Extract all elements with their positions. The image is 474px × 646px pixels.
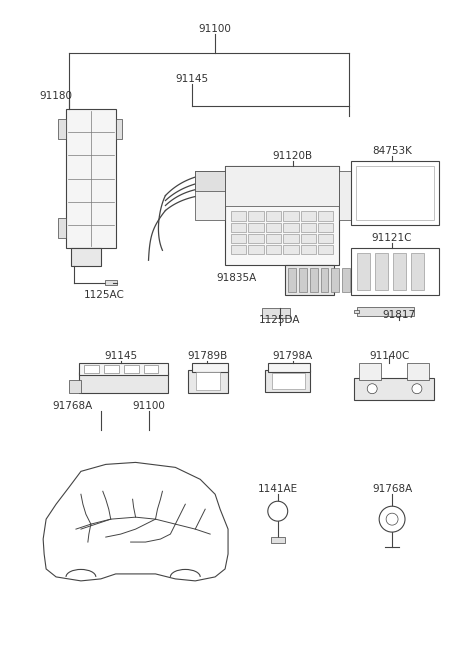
Text: 91768A: 91768A xyxy=(53,401,93,411)
FancyBboxPatch shape xyxy=(318,223,333,232)
FancyBboxPatch shape xyxy=(288,268,296,292)
FancyBboxPatch shape xyxy=(351,248,439,295)
FancyBboxPatch shape xyxy=(301,234,316,243)
FancyBboxPatch shape xyxy=(195,171,225,220)
FancyBboxPatch shape xyxy=(342,268,350,292)
FancyBboxPatch shape xyxy=(299,268,307,292)
FancyBboxPatch shape xyxy=(393,253,406,290)
FancyBboxPatch shape xyxy=(285,266,335,295)
FancyBboxPatch shape xyxy=(354,310,359,313)
FancyBboxPatch shape xyxy=(105,280,117,285)
Circle shape xyxy=(386,513,398,525)
FancyBboxPatch shape xyxy=(318,211,333,221)
Text: 91120B: 91120B xyxy=(273,151,313,161)
FancyBboxPatch shape xyxy=(84,365,99,373)
FancyBboxPatch shape xyxy=(356,165,434,220)
FancyBboxPatch shape xyxy=(225,165,339,205)
FancyBboxPatch shape xyxy=(318,234,333,243)
FancyBboxPatch shape xyxy=(266,245,281,255)
FancyBboxPatch shape xyxy=(58,119,66,139)
Text: 84753K: 84753K xyxy=(372,146,412,156)
FancyBboxPatch shape xyxy=(271,537,285,543)
FancyBboxPatch shape xyxy=(283,211,299,221)
FancyBboxPatch shape xyxy=(225,165,339,266)
FancyBboxPatch shape xyxy=(283,223,299,232)
Text: 91100: 91100 xyxy=(199,25,232,34)
Text: 91100: 91100 xyxy=(132,401,165,411)
Text: 91768A: 91768A xyxy=(372,484,412,494)
Text: 1125DA: 1125DA xyxy=(259,315,301,325)
FancyBboxPatch shape xyxy=(58,218,66,238)
FancyBboxPatch shape xyxy=(268,363,310,372)
FancyBboxPatch shape xyxy=(283,234,299,243)
FancyBboxPatch shape xyxy=(411,253,424,290)
FancyBboxPatch shape xyxy=(310,268,318,292)
Text: 91140C: 91140C xyxy=(369,351,409,361)
Text: 1141AE: 1141AE xyxy=(258,484,298,494)
FancyBboxPatch shape xyxy=(231,223,246,232)
FancyBboxPatch shape xyxy=(248,245,264,255)
FancyBboxPatch shape xyxy=(79,372,168,393)
Circle shape xyxy=(268,501,288,521)
FancyBboxPatch shape xyxy=(248,223,264,232)
Text: 91798A: 91798A xyxy=(273,351,313,361)
Text: 91145: 91145 xyxy=(104,351,137,361)
FancyBboxPatch shape xyxy=(320,268,328,292)
FancyBboxPatch shape xyxy=(357,253,370,290)
FancyBboxPatch shape xyxy=(339,171,367,220)
FancyBboxPatch shape xyxy=(272,373,305,389)
FancyBboxPatch shape xyxy=(248,234,264,243)
FancyBboxPatch shape xyxy=(301,223,316,232)
Text: 91145: 91145 xyxy=(176,74,209,84)
FancyBboxPatch shape xyxy=(116,119,122,139)
Text: 91789B: 91789B xyxy=(187,351,228,361)
FancyBboxPatch shape xyxy=(104,365,118,373)
FancyBboxPatch shape xyxy=(69,380,81,393)
Text: 91817: 91817 xyxy=(383,310,416,320)
FancyBboxPatch shape xyxy=(188,370,228,393)
FancyBboxPatch shape xyxy=(301,245,316,255)
FancyBboxPatch shape xyxy=(66,109,116,248)
FancyBboxPatch shape xyxy=(79,363,168,375)
Circle shape xyxy=(379,506,405,532)
FancyBboxPatch shape xyxy=(248,211,264,221)
FancyBboxPatch shape xyxy=(354,378,434,400)
Circle shape xyxy=(412,384,422,393)
FancyBboxPatch shape xyxy=(359,363,381,380)
Text: 1125AC: 1125AC xyxy=(83,290,124,300)
Circle shape xyxy=(367,384,377,393)
FancyBboxPatch shape xyxy=(195,171,225,191)
FancyBboxPatch shape xyxy=(375,253,388,290)
FancyBboxPatch shape xyxy=(124,365,138,373)
FancyBboxPatch shape xyxy=(357,307,414,316)
FancyBboxPatch shape xyxy=(196,372,220,390)
FancyBboxPatch shape xyxy=(262,308,290,318)
FancyBboxPatch shape xyxy=(331,268,339,292)
FancyBboxPatch shape xyxy=(351,161,439,225)
FancyBboxPatch shape xyxy=(71,248,101,266)
FancyBboxPatch shape xyxy=(266,234,281,243)
Text: 91121C: 91121C xyxy=(372,233,412,244)
FancyBboxPatch shape xyxy=(144,365,158,373)
Text: 91180: 91180 xyxy=(39,91,73,101)
Text: 91835A: 91835A xyxy=(217,273,257,283)
FancyBboxPatch shape xyxy=(266,211,281,221)
FancyBboxPatch shape xyxy=(283,245,299,255)
FancyBboxPatch shape xyxy=(318,245,333,255)
FancyBboxPatch shape xyxy=(407,363,429,380)
FancyBboxPatch shape xyxy=(231,245,246,255)
FancyBboxPatch shape xyxy=(192,363,228,372)
FancyBboxPatch shape xyxy=(266,223,281,232)
FancyBboxPatch shape xyxy=(301,211,316,221)
FancyBboxPatch shape xyxy=(265,370,310,391)
FancyBboxPatch shape xyxy=(231,234,246,243)
FancyBboxPatch shape xyxy=(231,211,246,221)
